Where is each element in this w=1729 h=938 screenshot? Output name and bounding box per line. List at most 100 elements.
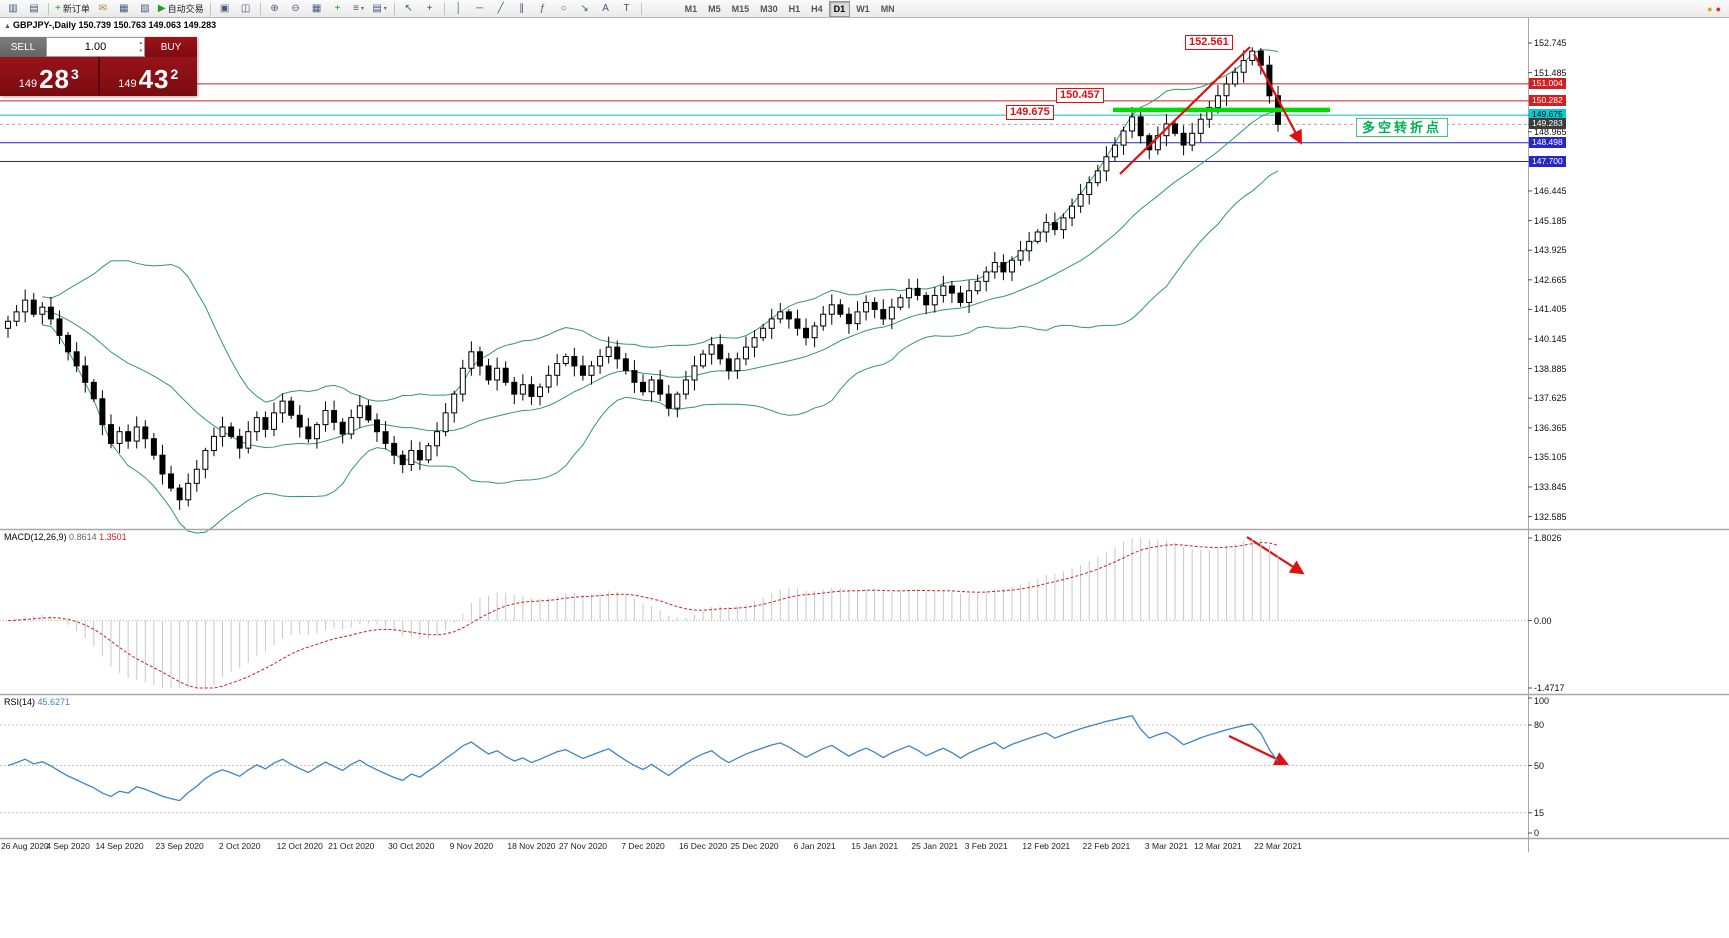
toolbar-separator <box>443 2 445 15</box>
indicators-icon: + <box>334 3 341 14</box>
one-click-trade-panel: SELL 1.00 ▴ ▾ BUY 149 28 3 149 43 2 <box>0 37 197 96</box>
trendline-icon: ╱ <box>497 3 504 14</box>
text-label-icon: T <box>623 3 630 14</box>
timeframe-m15-button[interactable]: M15 <box>731 3 750 14</box>
shapes-icon: ○ <box>560 3 567 14</box>
fibonacci-icon: ƒ <box>539 3 546 14</box>
timeframe-m5-button[interactable]: M5 <box>708 3 721 14</box>
toolbar-separator <box>48 2 49 15</box>
timeframe-m30-button[interactable]: M30 <box>760 3 778 14</box>
new-order-button[interactable]: + 新订单 <box>53 1 92 16</box>
collapse-panel-icon[interactable]: ▲ <box>4 23 11 30</box>
chart-profiles-icon: ▤ <box>29 3 39 14</box>
cascade-windows-icon[interactable]: ▣ <box>215 1 235 16</box>
connection-status-icon[interactable]: ● <box>1715 3 1721 14</box>
volume-spinner[interactable]: ▴ ▾ <box>139 40 142 54</box>
symbol-ohlc-text: GBPJPY-,Daily 150.739 150.763 149.063 14… <box>12 20 217 30</box>
timeframe-w1-button[interactable]: W1 <box>856 3 870 14</box>
toolbar-right-icons: ● ● <box>1707 4 1726 14</box>
fibonacci-icon[interactable]: ƒ <box>533 1 553 16</box>
sell-price-point: 3 <box>70 66 79 82</box>
text-icon: A <box>602 3 609 14</box>
new-order-icon: + <box>55 3 61 14</box>
auto-trading-icon: ▶ <box>157 3 166 14</box>
cascade-windows-icon: ▣ <box>219 3 230 14</box>
auto-trading-button[interactable]: ▶ 自动交易 <box>156 1 206 16</box>
chevron-down-icon: ▾ <box>360 6 364 12</box>
cursor-icon: ↖ <box>404 3 413 14</box>
macd-indicator-label: MACD(12,26,9) 0.8614 1.3501 <box>4 532 127 542</box>
timeframe-h4-button[interactable]: H4 <box>811 3 823 14</box>
shapes-icon[interactable]: ○ <box>554 1 574 16</box>
timeframe-switcher: M1 M5 M15 M30 H1 H4 D1 W1 MN <box>680 0 900 17</box>
buy-price-pips: 43 <box>138 64 170 94</box>
horizontal-line-icon: ─ <box>476 3 484 14</box>
sell-price-pips: 28 <box>39 64 70 94</box>
periods-icon: ≡ <box>353 3 359 14</box>
zoom-out-icon[interactable]: ⊖ <box>286 1 306 16</box>
sell-price-prefix: 149 <box>18 78 38 90</box>
buy-price-prefix: 149 <box>118 78 137 90</box>
indicators-icon[interactable]: + <box>328 1 348 16</box>
annotation-resistance-price[interactable]: 150.457 <box>1056 88 1104 103</box>
new-chart-icon: ▥ <box>8 3 18 14</box>
buy-price-point: 2 <box>170 66 179 82</box>
annotation-turning-point[interactable]: 多空转折点 <box>1356 118 1449 137</box>
symbol-info: ▲ GBPJPY-,Daily 150.739 150.763 149.063 1… <box>4 20 216 30</box>
alert-status-icon[interactable]: ● <box>1707 3 1713 14</box>
tile-grid-icon: ▦ <box>311 3 322 14</box>
buy-price-button[interactable]: 149 43 2 <box>99 57 197 96</box>
channel-icon[interactable]: ∥ <box>512 1 532 16</box>
data-window-icon: ▧ <box>140 3 150 14</box>
zoom-in-icon[interactable]: ⊕ <box>265 1 285 16</box>
channel-icon: ∥ <box>519 3 525 14</box>
data-window-icon[interactable]: ▧ <box>135 1 155 16</box>
auto-trading-button-label: 自动交易 <box>167 4 204 14</box>
zoom-in-icon: ⊕ <box>270 3 279 14</box>
sell-button[interactable]: SELL <box>0 37 46 57</box>
market-watch-icon[interactable]: ▦ <box>114 1 134 16</box>
annotation-support-price[interactable]: 149.675 <box>1006 105 1054 120</box>
text-label-icon[interactable]: T <box>617 1 637 16</box>
buy-button[interactable]: BUY <box>145 37 197 57</box>
toolbar-separator <box>393 2 395 15</box>
timeframe-mn-button[interactable]: MN <box>880 3 895 14</box>
vertical-line-icon: │ <box>455 3 462 14</box>
trendline-icon[interactable]: ╱ <box>491 1 511 16</box>
new-chart-icon[interactable]: ▥ <box>3 1 23 16</box>
volume-value: 1.00 <box>84 41 107 53</box>
toolbar-separator <box>259 2 261 15</box>
periods-icon[interactable]: ≡ ▾ <box>349 1 369 16</box>
timeframe-h1-button[interactable]: H1 <box>788 3 801 14</box>
mail-icon: ✉ <box>98 3 108 14</box>
mail-icon[interactable]: ✉ <box>93 1 113 16</box>
chevron-down-icon: ▾ <box>383 6 387 12</box>
rsi-indicator-label: RSI(14) 45.6271 <box>4 697 71 707</box>
text-icon[interactable]: A <box>596 1 616 16</box>
tile-grid-icon[interactable]: ▦ <box>307 1 327 16</box>
crosshair-icon[interactable]: + <box>420 1 440 16</box>
vertical-line-icon[interactable]: │ <box>449 1 469 16</box>
market-watch-icon: ▦ <box>119 3 129 14</box>
main-toolbar: ▥ ▤ + 新订单 ✉ ▦ ▧ ▶ 自动交易 ▣ ◫ ⊕ ⊖ ▦ + ≡ ▾ ▤ ▾ ↖ + │ ─ ╱ ∥ ƒ ○ ↘ A T M1 M5 M… <box>0 0 1729 18</box>
toolbar-separator <box>209 2 211 15</box>
toolbar-separator <box>640 2 642 15</box>
timeframe-d1-button[interactable]: D1 <box>828 0 851 17</box>
horizontal-line-icon[interactable]: ─ <box>470 1 490 16</box>
arrow-object-icon: ↘ <box>580 3 589 14</box>
timeframe-m1-button[interactable]: M1 <box>684 3 698 14</box>
sell-price-button[interactable]: 149 28 3 <box>0 57 100 96</box>
tile-windows-icon[interactable]: ◫ <box>236 1 256 16</box>
zoom-out-icon: ⊖ <box>291 3 300 14</box>
crosshair-icon: + <box>426 3 433 14</box>
templates-icon[interactable]: ▤ ▾ <box>370 1 390 16</box>
cursor-icon[interactable]: ↖ <box>399 1 419 16</box>
templates-icon: ▤ <box>372 3 382 14</box>
volume-input[interactable]: 1.00 ▴ ▾ <box>46 37 145 57</box>
tile-windows-icon: ◫ <box>240 3 251 14</box>
chart-profiles-icon[interactable]: ▤ <box>24 1 44 16</box>
arrow-object-icon[interactable]: ↘ <box>575 1 595 16</box>
annotation-peak-price[interactable]: 152.561 <box>1185 35 1233 50</box>
